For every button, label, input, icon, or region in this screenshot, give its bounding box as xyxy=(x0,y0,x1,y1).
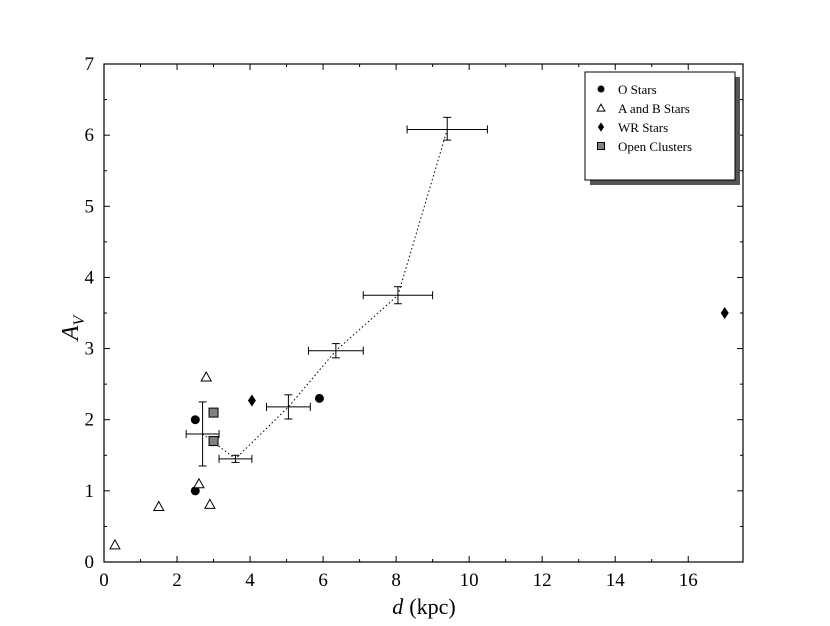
binned-point xyxy=(307,343,364,359)
x-tick-label: 8 xyxy=(391,570,401,591)
binned-point xyxy=(406,116,488,141)
legend-label: A and B Stars xyxy=(618,101,690,116)
binned-point xyxy=(218,454,253,463)
x-tick-label: 0 xyxy=(99,570,109,591)
y-tick-label: 1 xyxy=(85,481,95,502)
y-tick-label: 5 xyxy=(85,196,95,217)
data-point-circle xyxy=(314,393,324,403)
legend-label: Open Clusters xyxy=(618,139,692,154)
data-point-diamond xyxy=(247,394,256,407)
legend: O Stars A and B Stars WR Stars Open Cluster… xyxy=(584,71,740,185)
x-axis-label: d (kpc) xyxy=(392,594,455,619)
y-tick-label: 6 xyxy=(85,125,95,146)
y-tick-label: 0 xyxy=(85,552,95,573)
data-point-circle xyxy=(190,415,200,425)
legend-label: O Stars xyxy=(618,82,657,97)
data-point-diamond xyxy=(720,307,729,319)
binned-trend xyxy=(185,116,488,467)
legend-marker-square xyxy=(596,141,606,151)
data-point-circle xyxy=(190,486,200,496)
binned-point xyxy=(265,394,311,420)
y-axis-label: AV xyxy=(58,314,88,343)
y-tick-label: 3 xyxy=(85,339,95,360)
y-tick-label: 7 xyxy=(85,54,95,75)
data-point-triangle-open xyxy=(193,477,205,489)
legend-marker-diamond xyxy=(597,122,605,132)
x-tick-label: 2 xyxy=(172,570,182,591)
data-point-triangle-open xyxy=(152,500,165,512)
binned-trend-line xyxy=(202,129,448,460)
legend-label: WR Stars xyxy=(618,120,668,135)
data-point-square xyxy=(208,436,219,447)
binned-point xyxy=(185,401,220,467)
binned-point xyxy=(362,286,434,305)
y-tick-label: 2 xyxy=(85,410,95,431)
x-tick-label: 16 xyxy=(679,570,698,591)
x-tick-label: 10 xyxy=(460,570,479,591)
data-point-square xyxy=(208,407,219,418)
x-tick-label: 12 xyxy=(533,570,552,591)
x-tick-label: 6 xyxy=(318,570,328,591)
data-point-triangle-open xyxy=(204,498,216,509)
x-tick-label: 14 xyxy=(606,570,626,591)
y-tick-label: 4 xyxy=(85,267,95,288)
legend-marker-triangle-open xyxy=(596,103,606,112)
legend-marker-circle xyxy=(597,85,605,93)
x-tick-label: 4 xyxy=(245,570,255,591)
data-point-triangle-open xyxy=(109,538,121,550)
scatter-markers xyxy=(109,307,729,550)
data-point-triangle-open xyxy=(200,370,213,382)
legend-box xyxy=(584,71,736,181)
